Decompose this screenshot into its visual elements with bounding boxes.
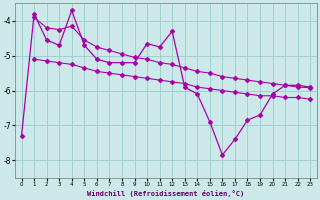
X-axis label: Windchill (Refroidissement éolien,°C): Windchill (Refroidissement éolien,°C)	[87, 190, 244, 197]
